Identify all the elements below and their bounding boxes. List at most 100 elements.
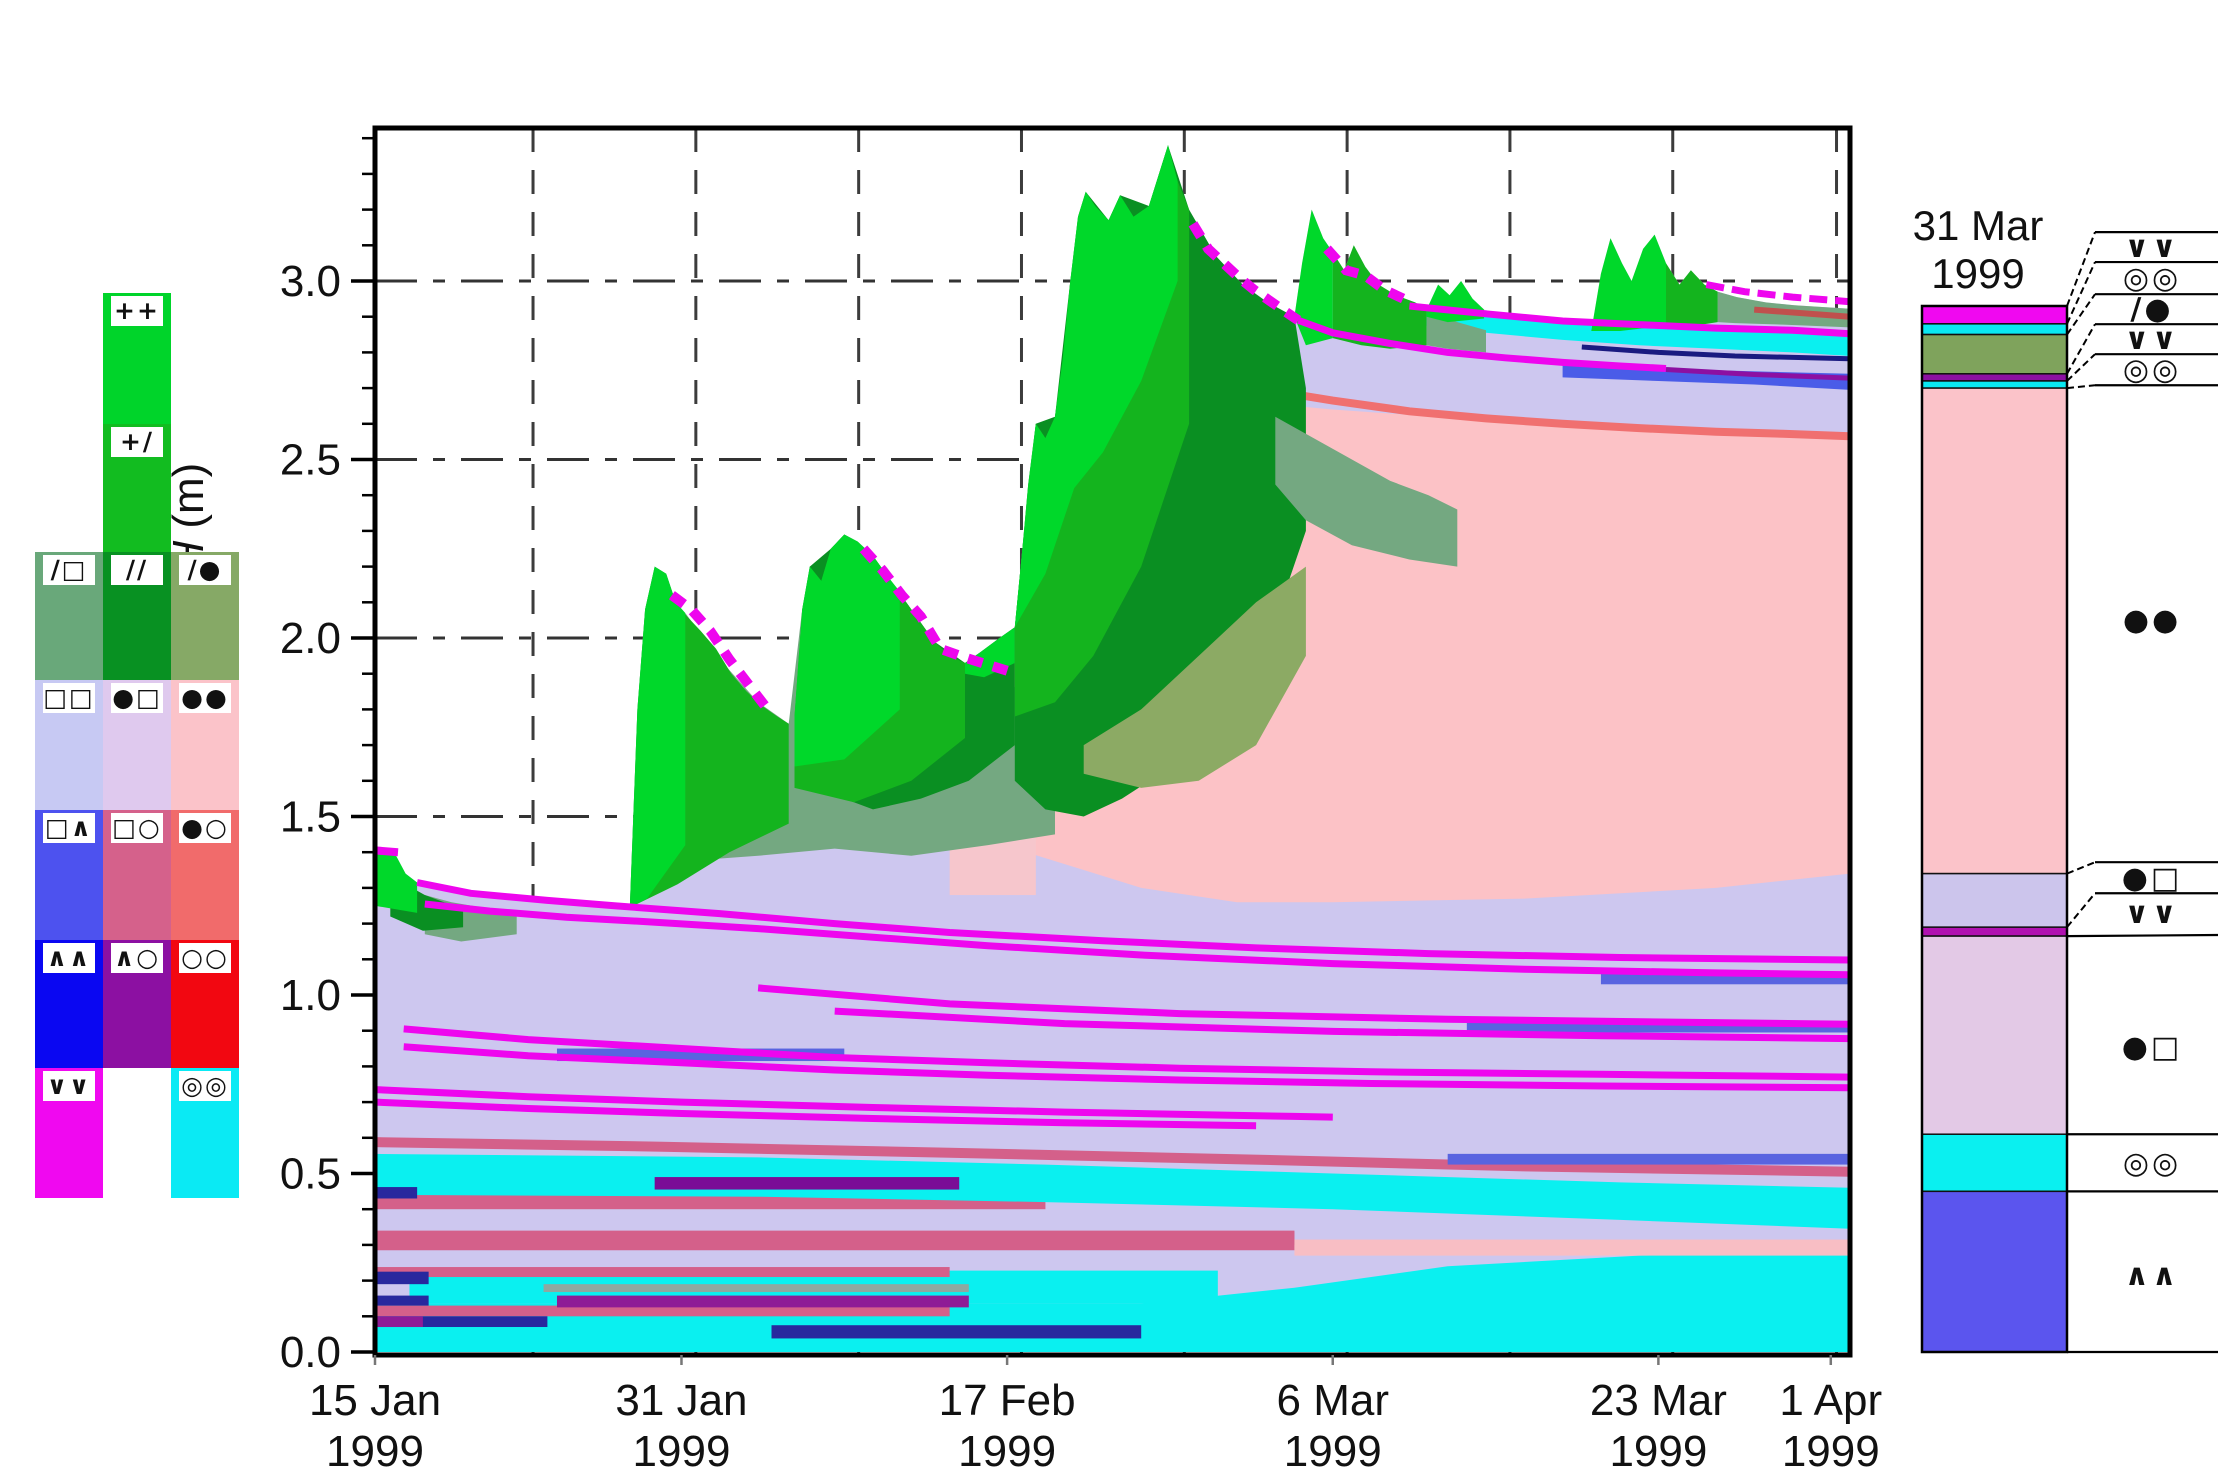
- layer-rose-line-top: [375, 1137, 1850, 1177]
- profile-leader: [2066, 261, 2096, 325]
- layer-sage-c-1: [1083, 566, 1306, 788]
- x-tick-label-date: 1 Apr: [1779, 1376, 1882, 1425]
- legend-symbol-box: [179, 683, 231, 713]
- legend-grain-symbol: +∕: [120, 427, 154, 456]
- x-tick-label-year: 1999: [1284, 1427, 1382, 1476]
- layer-sh-line-3: [403, 1025, 1850, 1081]
- layer-rose-band-3: [1045, 1231, 1295, 1245]
- profile-grain-symbol: ●●: [2123, 603, 2181, 638]
- layer-sh-line-x: [757, 984, 1850, 1028]
- stratigraphy-layers: [375, 145, 1850, 1352]
- layer-sh-line-0: [375, 846, 399, 857]
- layer-sh-line-6: [375, 1098, 1257, 1130]
- layer-pale-pink-band: [1294, 1239, 1850, 1256]
- legend-symbol-box: [111, 943, 163, 973]
- legend-grain-symbol: ∧○: [114, 943, 160, 972]
- legend-symbol-box: [179, 555, 231, 585]
- layer-purple-line-end: [1665, 367, 1850, 381]
- layer-bright-e: [1591, 234, 1666, 331]
- profile-leader: [2066, 384, 2096, 390]
- profile-grain-symbol: ∧∧: [2125, 1258, 2180, 1293]
- layer-navy-seg-5: [375, 1187, 418, 1199]
- profile-grain-symbol: ∨∨: [2125, 322, 2180, 357]
- layer-red-seg-top: [1753, 306, 1850, 320]
- layer-med-e: [1666, 263, 1718, 327]
- x-tick-label-date: 6 Mar: [1277, 1376, 1389, 1425]
- plot-frame: [372, 125, 1853, 1358]
- layer-sh-line-4: [403, 1043, 1850, 1092]
- legend-grain-symbol: ∨∨: [47, 1071, 92, 1100]
- x-tick-label-year: 1999: [958, 1427, 1056, 1476]
- legend-grain-symbol: ●○: [181, 813, 229, 842]
- x-tick-label-date: 31 Jan: [615, 1376, 747, 1425]
- legend-grain-symbol: ++: [114, 296, 160, 325]
- profile-date-line1: 31 Mar: [1913, 202, 2044, 249]
- y-tick-label: 0.5: [280, 1150, 341, 1199]
- legend-symbol-box: [179, 1071, 231, 1101]
- legend-grain-symbol: □∧: [45, 813, 93, 842]
- profile-grain-symbol: ∨∨: [2125, 230, 2180, 265]
- layer-sage-c-2: [1275, 416, 1458, 567]
- legend-symbol-box: [111, 555, 163, 585]
- layer-navy-seg-4: [771, 1325, 1142, 1339]
- layer-navy-seg-2: [375, 1295, 429, 1306]
- legend-symbol-box: [43, 555, 95, 585]
- layer-blue-streak-2: [1600, 972, 1850, 985]
- profile-leader: [2066, 353, 2096, 382]
- layer-purple-bar: [654, 1177, 960, 1190]
- layer-navy-line-top: [1581, 344, 1850, 362]
- layer-navy-seg-1: [375, 1271, 429, 1285]
- layer-bump-left-bright: [375, 848, 418, 913]
- profile-callout-line: [2066, 933, 2219, 938]
- x-tick-label-year: 1999: [1782, 1427, 1880, 1476]
- profile-layer: [1921, 373, 2068, 382]
- layer-salmon-line: [1255, 384, 1850, 441]
- layer-sh-line-5: [375, 1086, 1333, 1121]
- layer-blue-streak-3: [1466, 1021, 1850, 1033]
- profile-layer: [1921, 935, 2068, 1135]
- profile-layer: [1921, 926, 2068, 937]
- layer-sh-surface-end: [1705, 281, 1850, 306]
- profile-layer: [1921, 387, 2068, 875]
- legend-symbol-box: [111, 427, 163, 457]
- profile-leader: [2066, 231, 2096, 307]
- profile-layer: [1921, 872, 2068, 928]
- layer-sh-line-top: [1409, 302, 1850, 338]
- layer-rose-line-low: [375, 1305, 950, 1317]
- legend-grain-symbol: ∧∧: [47, 943, 92, 972]
- profile-layer: [1921, 1190, 2068, 1353]
- profile-grain-symbol: ∕●: [2130, 292, 2173, 327]
- legend-symbol-box: [43, 943, 95, 973]
- legend-symbol-box: [111, 813, 163, 843]
- y-tick-label: 2.0: [280, 614, 341, 663]
- profile-grain-symbol: ●□: [2122, 1030, 2183, 1065]
- profile-grain-symbol: ●□: [2122, 861, 2183, 896]
- layer-sh-line-1: [416, 879, 1850, 964]
- y-tick-label: 0.0: [280, 1328, 341, 1377]
- layer-sh-dots-b: [859, 545, 1013, 677]
- profile-layer: [1921, 305, 2068, 325]
- legend-symbol-box: [43, 813, 95, 843]
- layer-cyan-mid-band: [375, 1153, 1850, 1229]
- legend-grain-symbol: □○: [112, 813, 161, 842]
- legend-grain-symbol: ●□: [112, 683, 161, 712]
- legend-symbol-box: [43, 1071, 95, 1101]
- x-tick-label-date: 15 Jan: [309, 1376, 441, 1425]
- layer-rose-line-mid: [375, 1267, 950, 1278]
- legend-grain-symbol: ∕∕: [126, 555, 148, 584]
- layer-bump-left-dark: [390, 862, 464, 931]
- legend-symbol-box: [111, 683, 163, 713]
- y-tick-label: 1.0: [280, 971, 341, 1020]
- profile-layer: [1921, 380, 2068, 389]
- profile-grain-symbol: ∨∨: [2125, 896, 2180, 931]
- grain-type-legend: ++ +∕ ∕□ ∕∕ ∕● □□ ●□ ●● □∧ □○ ●○ ∧∧ ∧○ ○○ ∨∨ ◎◎: [35, 293, 239, 1198]
- profile-date-line2: 1999: [1931, 250, 2024, 297]
- layer-navy-seg-3: [375, 1316, 548, 1328]
- y-tick-label: 2.5: [280, 436, 341, 485]
- x-tick-label-date: 23 Mar: [1590, 1376, 1727, 1425]
- layer-purple-band-low: [556, 1295, 969, 1308]
- layer-sh-line-y: [834, 1007, 1850, 1043]
- layer-bright-c: [1014, 145, 1178, 628]
